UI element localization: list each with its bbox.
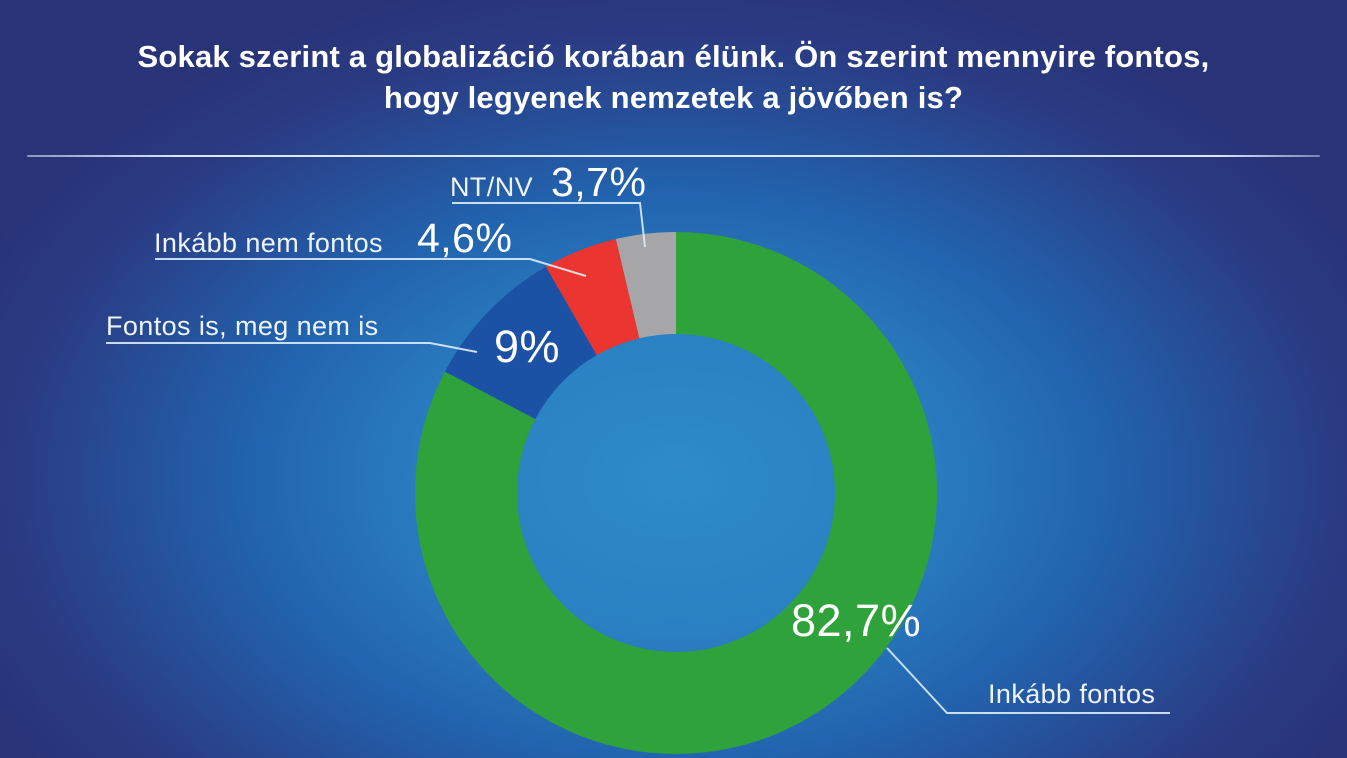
- donut-slice-inkabb-fontos: [414, 232, 937, 755]
- slice-label-inkabb-fontos: Inkább fontos: [988, 679, 1156, 709]
- slice-value-nt-nv: 3,7%: [551, 159, 647, 205]
- chart-title: Sokak szerint a globalizáció korában élü…: [0, 36, 1347, 118]
- callout-fontos-is-meg-nem-is: Fontos is, meg nem is: [106, 311, 379, 342]
- leader-nt-nv: [452, 202, 646, 248]
- chart-title-line2: hogy legyenek nemzetek a jövőben is?: [383, 80, 964, 115]
- slice-label-fontos-is-meg-nem-is: Fontos is, meg nem is: [106, 311, 379, 341]
- callout-nt-nv: NT/NV 3,7%: [450, 159, 647, 205]
- slice-label-inkabb-nem-fontos: Inkább nem fontos: [154, 228, 383, 258]
- donut-slice-inkabb-nem-fontos: [545, 239, 640, 356]
- slice-value-fontos-is-meg-nem-is: 9%: [494, 321, 561, 372]
- leader-inkabb-nem-fontos: [155, 258, 587, 277]
- callout-value-inkabb-fontos: 82,7%: [791, 596, 921, 646]
- title-divider: [27, 155, 1320, 157]
- leader-fontos-is-meg-nem-is: [106, 342, 478, 353]
- leader-inkabb-fontos: [886, 647, 1170, 714]
- callout-inkabb-fontos: Inkább fontos: [988, 679, 1156, 710]
- callout-value-fontos-is-meg-nem-is: 9%: [494, 322, 560, 372]
- slice-value-inkabb-fontos: 82,7%: [791, 595, 922, 646]
- donut-slice-nt-nv: [615, 232, 676, 339]
- chart-title-line1: Sokak szerint a globalizáció korában élü…: [137, 39, 1210, 74]
- slice-value-inkabb-nem-fontos: 4,6%: [416, 215, 513, 261]
- donut-slice-fontos-is-meg-nem-is: [444, 266, 597, 420]
- slice-label-nt-nv: NT/NV: [450, 172, 533, 202]
- callout-inkabb-nem-fontos: Inkább nem fontos 4,6%: [154, 215, 513, 261]
